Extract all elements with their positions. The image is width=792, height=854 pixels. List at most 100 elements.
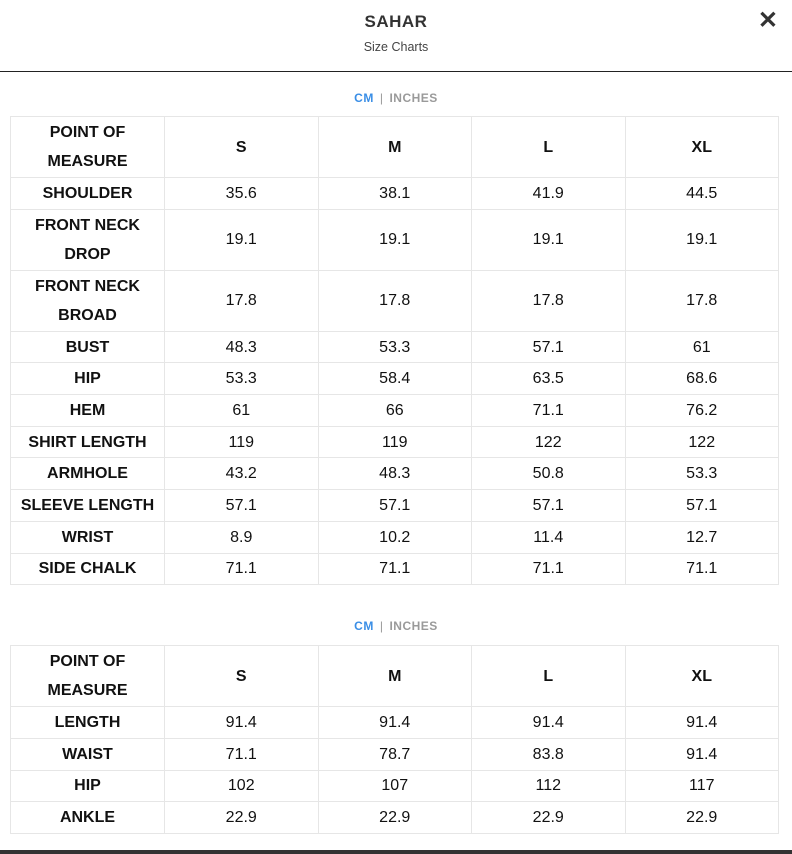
product-title: SAHAR [364, 12, 428, 31]
table-row: SLEEVE LENGTH 57.1 57.1 57.1 57.1 [10, 489, 779, 522]
column-header: L [471, 116, 626, 178]
column-header: S [164, 645, 319, 708]
measure-label: BUST [10, 330, 165, 364]
measure-label: WRIST [10, 520, 165, 554]
measurement-cell: 71.1 [624, 552, 779, 586]
measure-label: FRONT NECK BROAD [10, 269, 165, 332]
column-header: POINT OF MEASURE [10, 645, 165, 708]
measurement-cell: 117 [624, 769, 779, 803]
measurement-cell: 58.4 [317, 362, 472, 396]
measurement-cell: 17.8 [624, 269, 779, 332]
measurement-cell: 11.4 [471, 520, 626, 554]
measurement-cell: 48.3 [164, 330, 319, 364]
table-row: BUST 48.3 53.3 57.1 61 [10, 330, 779, 364]
measurement-cell: 71.1 [164, 552, 319, 586]
measurement-cell: 91.4 [471, 706, 626, 739]
measure-label: SIDE CHALK [10, 552, 165, 586]
measurement-cell: 91.4 [317, 706, 472, 739]
measurement-cell: 91.4 [624, 706, 779, 739]
table-row: FRONT NECK DROP 19.1 19.1 19.1 19.1 [10, 208, 779, 271]
column-header: S [164, 116, 319, 178]
measurement-cell: 19.1 [471, 208, 626, 271]
measurement-cell: 17.8 [164, 269, 319, 332]
measurement-cell: 68.6 [624, 362, 779, 396]
background-page-strip [0, 850, 792, 854]
measurement-cell: 71.1 [317, 552, 472, 586]
measure-label: SHOULDER [10, 177, 165, 210]
size-chart-table: POINT OF MEASURE S M L XL LENGTH 91.4 91.4 91.4 9… [10, 645, 779, 834]
table-row: SHOULDER 35.6 38.1 41.9 44.5 [10, 177, 779, 210]
unit-toggle: CM | INCHES [0, 599, 792, 645]
measurement-cell: 66 [317, 394, 472, 427]
measurement-cell: 91.4 [164, 706, 319, 739]
unit-toggle: CM | INCHES [0, 72, 792, 116]
measurement-cell: 63.5 [471, 362, 626, 396]
measurement-cell: 53.3 [164, 362, 319, 396]
measurement-cell: 53.3 [624, 457, 779, 491]
measurement-cell: 53.3 [317, 330, 472, 364]
measurement-cell: 19.1 [317, 208, 472, 271]
measurement-cell: 71.1 [164, 737, 319, 771]
measurement-cell: 57.1 [317, 489, 472, 522]
unit-separator: | [379, 91, 384, 105]
measurement-cell: 78.7 [317, 737, 472, 771]
table-row: HIP 102 107 112 117 [10, 769, 779, 803]
measurement-cell: 10.2 [317, 520, 472, 554]
measurement-cell: 83.8 [471, 737, 626, 771]
measurement-cell: 57.1 [471, 330, 626, 364]
measurement-cell: 57.1 [164, 489, 319, 522]
column-header: XL [624, 645, 779, 708]
measurement-cell: 48.3 [317, 457, 472, 491]
measurement-cell: 22.9 [624, 801, 779, 834]
column-header: M [317, 116, 472, 178]
table-row: HIP 53.3 58.4 63.5 68.6 [10, 362, 779, 396]
unit-inches-button[interactable]: INCHES [389, 619, 438, 634]
measurement-cell: 19.1 [164, 208, 319, 271]
measure-label: SLEEVE LENGTH [10, 489, 165, 522]
measurement-cell: 22.9 [164, 801, 319, 834]
measure-label: HIP [10, 362, 165, 396]
measurement-cell: 71.1 [471, 552, 626, 586]
measure-label: FRONT NECK DROP [10, 208, 165, 271]
measurement-cell: 50.8 [471, 457, 626, 491]
table-row: ANKLE 22.9 22.9 22.9 22.9 [10, 801, 779, 834]
measurement-cell: 102 [164, 769, 319, 803]
measurement-cell: 107 [317, 769, 472, 803]
unit-cm-button[interactable]: CM [354, 619, 374, 634]
close-icon[interactable]: ✕ [757, 7, 778, 34]
measurement-cell: 71.1 [471, 394, 626, 427]
measurement-cell: 91.4 [624, 737, 779, 771]
measurement-cell: 12.7 [624, 520, 779, 554]
modal-subtitle: Size Charts [363, 40, 429, 54]
measurement-cell: 19.1 [624, 208, 779, 271]
size-charts: CM | INCHES POINT OF MEASURE S M L XL SHOULDER 35… [0, 72, 792, 834]
size-chart-table: POINT OF MEASURE S M L XL SHOULDER 35.6 38.1 41.… [10, 116, 779, 586]
column-header: M [317, 645, 472, 708]
measurement-cell: 44.5 [624, 177, 779, 210]
measurement-cell: 119 [317, 425, 472, 459]
measurement-cell: 43.2 [164, 457, 319, 491]
measurement-cell: 57.1 [624, 489, 779, 522]
measurement-cell: 112 [471, 769, 626, 803]
measure-label: HEM [10, 394, 165, 427]
measure-label: HIP [10, 769, 165, 803]
column-header: XL [624, 116, 779, 178]
unit-separator: | [379, 619, 384, 634]
unit-cm-button[interactable]: CM [354, 91, 374, 105]
measurement-cell: 22.9 [471, 801, 626, 834]
modal-header: SAHAR Size Charts ✕ [0, 0, 792, 72]
unit-inches-button[interactable]: INCHES [389, 91, 438, 105]
measurement-cell: 119 [164, 425, 319, 459]
table-row: LENGTH 91.4 91.4 91.4 91.4 [10, 706, 779, 739]
measurement-cell: 122 [471, 425, 626, 459]
measurement-cell: 35.6 [164, 177, 319, 210]
measurement-cell: 122 [624, 425, 779, 459]
measure-label: ARMHOLE [10, 457, 165, 491]
table-row: WAIST 71.1 78.7 83.8 91.4 [10, 737, 779, 771]
measurement-cell: 61 [624, 330, 779, 364]
table-row: HEM 61 66 71.1 76.2 [10, 394, 779, 427]
measurement-cell: 17.8 [317, 269, 472, 332]
table-header-row: POINT OF MEASURE S M L XL [10, 645, 779, 708]
column-header: POINT OF MEASURE [10, 116, 165, 178]
table-row: SIDE CHALK 71.1 71.1 71.1 71.1 [10, 552, 779, 586]
